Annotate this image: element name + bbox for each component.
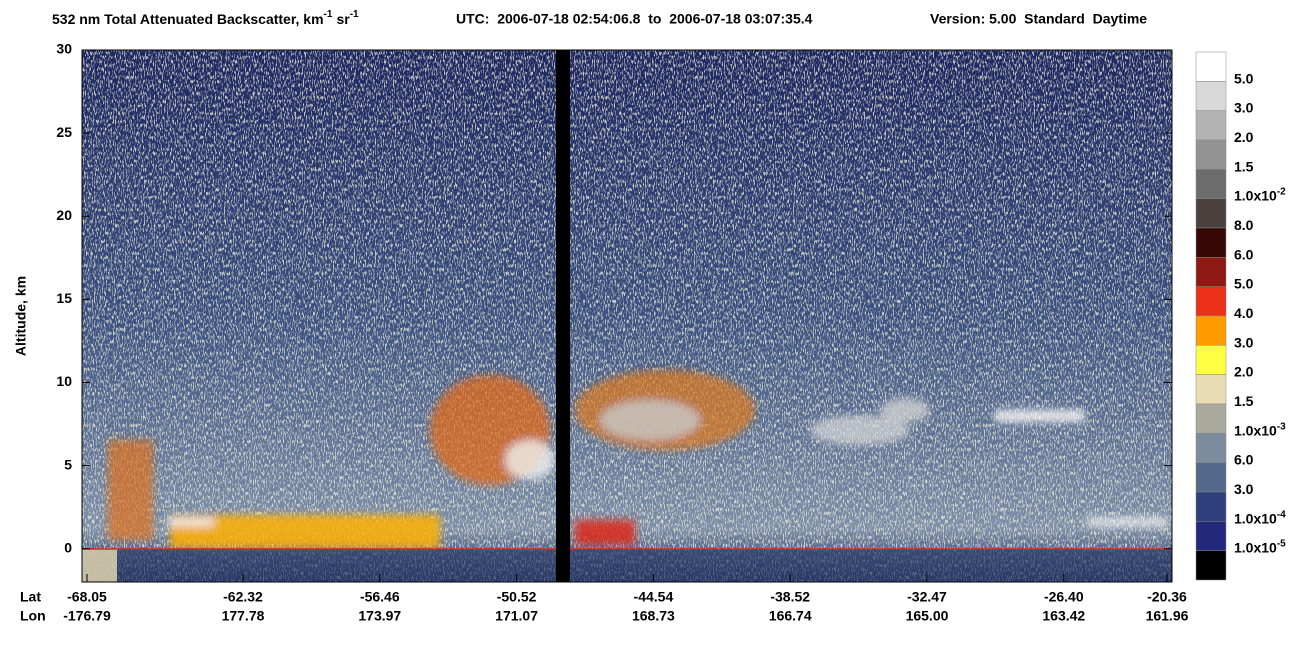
plot-image (81, 49, 1173, 583)
y-tick-label: 15 (56, 290, 72, 306)
colorbar-label-text: 1.0x10 (1234, 539, 1277, 555)
colorbar-swatch (1195, 198, 1227, 229)
colorbar-label-text: 1.5 (1234, 158, 1254, 174)
y-axis-label: Altitude, km (13, 276, 29, 356)
colorbar-swatch (1195, 345, 1227, 375)
lon-tick-label: 168.73 (632, 608, 675, 624)
lon-tick-label: 171.07 (495, 608, 538, 624)
y-tick-label: 5 (64, 456, 72, 472)
colorbar-swatch (1195, 227, 1227, 258)
colorbar-label-exponent: -5 (1277, 538, 1286, 549)
colorbar-label-text: 3.0 (1234, 99, 1254, 115)
backscatter-noise (82, 50, 1172, 582)
colorbar-label-text: 6.0 (1234, 451, 1254, 467)
colorbar-swatch (1195, 550, 1227, 581)
colorbar-label: 4.0 (1234, 305, 1254, 321)
title-version: Version: 5.00 Standard Daytime (930, 11, 1147, 27)
colorbar-label-text: 1.5 (1234, 393, 1254, 409)
colorbar-label: 3.0 (1234, 481, 1254, 497)
lat-tick-label: -68.05 (67, 589, 107, 605)
colorbar-label: 3.0 (1234, 99, 1254, 115)
lat-tick-label: -32.47 (907, 589, 947, 605)
lon-tick-label: 166.74 (769, 608, 812, 624)
colorbar-swatch (1195, 139, 1227, 170)
lon-tick-label: 173.97 (358, 608, 401, 624)
colorbar-swatch (1195, 81, 1227, 111)
colorbar-swatch (1195, 169, 1227, 199)
lat-tick-label: -50.52 (497, 589, 537, 605)
lat-label: Lat (20, 589, 41, 605)
lat-tick-label: -38.52 (770, 589, 810, 605)
colorbar-label-text: 5.0 (1234, 275, 1254, 291)
colorbar-label-text: 3.0 (1234, 334, 1254, 350)
colorbar-label-text: 3.0 (1234, 481, 1254, 497)
title: 532 nm Total Attenuated Backscatter, km-… (52, 9, 359, 27)
colorbar-label: 1.0x10-4 (1234, 509, 1286, 526)
colorbar-swatch (1195, 403, 1227, 434)
colorbar-label-text: 1.0x10 (1234, 510, 1277, 526)
lon-tick-label: 177.78 (222, 608, 265, 624)
data-gap (556, 50, 570, 582)
y-tick-label: 20 (56, 207, 72, 223)
y-tick-label: 25 (56, 124, 72, 140)
colorbar-swatch (1195, 462, 1227, 493)
lat-tick-label: -44.54 (634, 589, 674, 605)
colorbar-label: 1.5 (1234, 393, 1254, 409)
colorbar-swatch (1195, 315, 1227, 346)
plot-frame (81, 49, 1173, 583)
colorbar-swatch (1195, 433, 1227, 463)
lon-tick-label: 165.00 (906, 608, 949, 624)
y-tick-label: 0 (64, 539, 72, 555)
colorbar-label-exponent: -3 (1277, 421, 1286, 432)
colorbar-label-text: 2.0 (1234, 129, 1254, 145)
colorbar-label-text: 8.0 (1234, 217, 1254, 233)
colorbar-swatch (1195, 286, 1227, 317)
colorbar-label: 5.0 (1234, 275, 1254, 291)
colorbar-label: 1.0x10-3 (1234, 421, 1286, 438)
colorbar-label-text: 1.0x10 (1234, 422, 1277, 438)
colorbar-label-text: 4.0 (1234, 305, 1254, 321)
colorbar-swatch (1195, 374, 1227, 405)
clouds (108, 370, 1168, 548)
colorbar-label: 1.5 (1234, 158, 1254, 174)
colorbar-swatch (1195, 110, 1227, 141)
colorbar-label: 6.0 (1234, 451, 1254, 467)
colorbar: 5.03.02.01.51.0x10-28.06.05.04.03.02.01.… (1195, 51, 1286, 581)
colorbar-label-text: 2.0 (1234, 363, 1254, 379)
y-tick-label: 30 (56, 41, 72, 57)
colorbar-swatch (1195, 521, 1227, 551)
colorbar-label: 5.0 (1234, 70, 1254, 86)
colorbar-swatch (1195, 257, 1227, 287)
colorbar-label-exponent: -4 (1277, 509, 1286, 520)
colorbar-label: 2.0 (1234, 363, 1254, 379)
lat-tick-label: -26.40 (1044, 589, 1084, 605)
colorbar-label: 8.0 (1234, 217, 1254, 233)
colorbar-label: 6.0 (1234, 246, 1254, 262)
colorbar-swatch (1195, 51, 1227, 82)
colorbar-label-text: 6.0 (1234, 246, 1254, 262)
colorbar-swatch (1195, 491, 1227, 522)
lon-tick-label: 161.96 (1146, 608, 1189, 624)
below-surface (82, 549, 1172, 582)
colorbar-label-exponent: -2 (1277, 186, 1286, 197)
colorbar-label: 1.0x10-2 (1234, 186, 1286, 203)
lat-tick-label: -20.36 (1147, 589, 1187, 605)
colorbar-label-text: 5.0 (1234, 70, 1254, 86)
lat-tick-label: -62.32 (223, 589, 263, 605)
colorbar-label: 1.0x10-5 (1234, 538, 1286, 555)
lon-tick-label: 163.42 (1042, 608, 1085, 624)
lat-tick-label: -56.46 (360, 589, 400, 605)
surface-return (82, 549, 117, 582)
lon-label: Lon (20, 608, 46, 624)
lon-tick-label: -176.79 (63, 608, 111, 624)
colorbar-label: 3.0 (1234, 334, 1254, 350)
y-tick-label: 10 (56, 373, 72, 389)
colorbar-label-text: 1.0x10 (1234, 187, 1277, 203)
colorbar-label: 2.0 (1234, 129, 1254, 145)
title-utc: UTC: 2006-07-18 02:54:06.8 to 2006-07-18… (456, 11, 813, 27)
